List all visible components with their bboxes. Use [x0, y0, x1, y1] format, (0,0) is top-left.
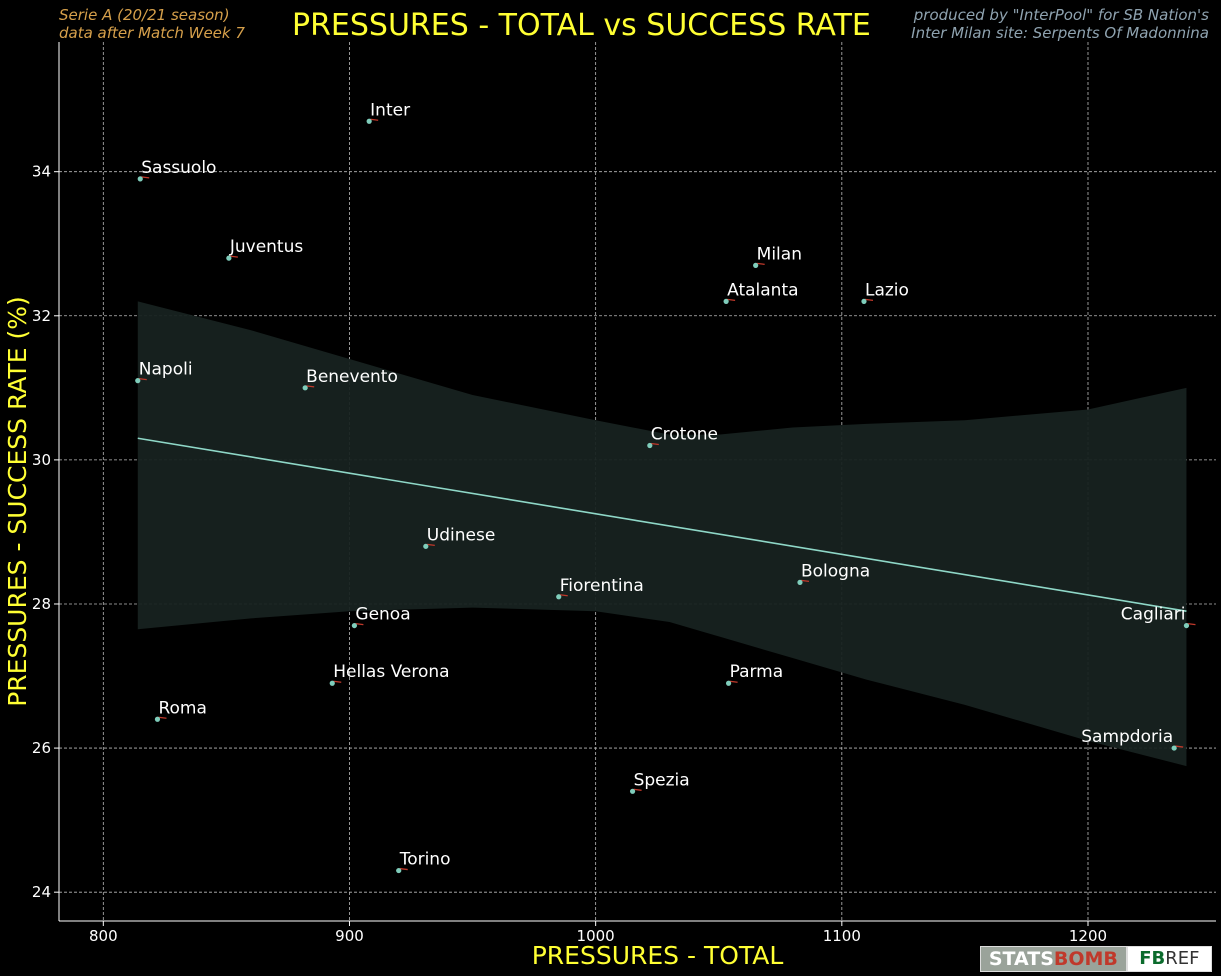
- point-label: Benevento: [306, 367, 398, 387]
- chart-subtitle: Serie A (20/21 season) data after Match …: [59, 6, 245, 42]
- point-marker: [399, 867, 408, 871]
- x-axis-title: PRESSURES - TOTAL: [532, 941, 784, 970]
- data-point: [556, 594, 562, 600]
- data-point: [723, 298, 729, 304]
- y-tick-label: 24: [32, 883, 51, 901]
- point-label: Fiorentina: [560, 576, 644, 596]
- point-marker: [800, 579, 810, 583]
- credit-line-1: produced by "InterPool" for SB Nation's: [913, 6, 1209, 24]
- y-tick-label: 34: [32, 163, 51, 181]
- data-point: [629, 788, 636, 794]
- data-point: [366, 118, 372, 124]
- point-label: Spezia: [634, 770, 690, 790]
- point-label: Bologna: [801, 561, 870, 581]
- point-label: Sassuolo: [141, 158, 216, 178]
- data-point: [647, 442, 653, 449]
- fbref-logo: FBREF: [1126, 946, 1212, 972]
- data-point: [725, 680, 732, 686]
- point-label: Napoli: [139, 360, 193, 380]
- x-tick-label: 1000: [577, 927, 615, 945]
- point-label: Hellas Verona: [333, 662, 449, 682]
- point-marker: [426, 543, 435, 546]
- y-tick-label: 28: [32, 595, 51, 613]
- point-label: Roma: [158, 698, 206, 718]
- y-tick-label: 26: [32, 739, 51, 757]
- point-marker: [756, 262, 765, 265]
- point-label: Torino: [399, 850, 451, 870]
- statsbomb-logo: STATSBOMB: [980, 946, 1127, 972]
- point-marker: [355, 622, 364, 626]
- x-tick-label: 800: [89, 927, 118, 945]
- point-label: Sampdoria: [1081, 727, 1173, 747]
- data-point: [226, 255, 232, 261]
- point-marker: [141, 176, 150, 179]
- point-marker: [729, 680, 738, 683]
- season-label: Serie A (20/21 season): [59, 6, 230, 24]
- y-tick-label: 32: [32, 307, 51, 325]
- data-point: [329, 680, 335, 686]
- point-label: Juventus: [229, 237, 304, 257]
- point-marker: [650, 442, 659, 446]
- data-point: [753, 262, 759, 268]
- data-point: [302, 385, 308, 391]
- y-tick-label: 30: [32, 451, 51, 469]
- point-marker: [370, 118, 379, 121]
- data-point: [1171, 745, 1177, 751]
- point-marker: [158, 716, 167, 719]
- x-tick-label: 1200: [1069, 927, 1107, 945]
- point-marker: [864, 298, 874, 302]
- point-label: Inter: [370, 100, 410, 120]
- data-point: [423, 543, 429, 549]
- data-source-logos: STATSBOMB FBREF: [980, 946, 1212, 972]
- point-marker: [138, 377, 147, 381]
- data-point: [135, 378, 141, 384]
- point-marker: [1175, 745, 1184, 748]
- data-point: [137, 176, 143, 182]
- point-label: Genoa: [355, 605, 410, 625]
- confidence-band: [137, 301, 1187, 767]
- data-point: [1183, 622, 1190, 629]
- x-tick-label: 1100: [823, 927, 861, 945]
- point-label: Crotone: [651, 424, 718, 444]
- point-label: Atalanta: [727, 280, 798, 300]
- point-marker: [1187, 622, 1196, 626]
- data-point: [351, 622, 358, 629]
- data-point: [396, 867, 402, 874]
- credit-line-2: Inter Milan site: Serpents Of Madonnina: [911, 24, 1209, 42]
- point-label: Udinese: [427, 525, 496, 545]
- point-label: Parma: [730, 662, 784, 682]
- data-point: [797, 579, 803, 585]
- data-point: [154, 716, 161, 722]
- data-point: [861, 298, 867, 304]
- point-label: Lazio: [865, 280, 909, 300]
- x-tick-label: 900: [335, 927, 364, 945]
- y-axis-title: PRESSURES - SUCCESS RATE (%): [3, 296, 32, 707]
- credit-text: produced by "InterPool" for SB Nation's …: [911, 6, 1209, 42]
- point-marker: [306, 385, 315, 388]
- chart-title: PRESSURES - TOTAL vs SUCCESS RATE: [292, 8, 871, 43]
- point-marker: [333, 680, 342, 683]
- regression-line: [137, 437, 1187, 612]
- point-label: Milan: [757, 244, 802, 264]
- data-date-label: data after Match Week 7: [59, 24, 245, 42]
- point-marker: [633, 788, 642, 791]
- point-label: Cagliari: [1121, 605, 1186, 625]
- point-marker: [559, 594, 568, 597]
- point-marker: [727, 298, 736, 302]
- point-marker: [229, 255, 238, 258]
